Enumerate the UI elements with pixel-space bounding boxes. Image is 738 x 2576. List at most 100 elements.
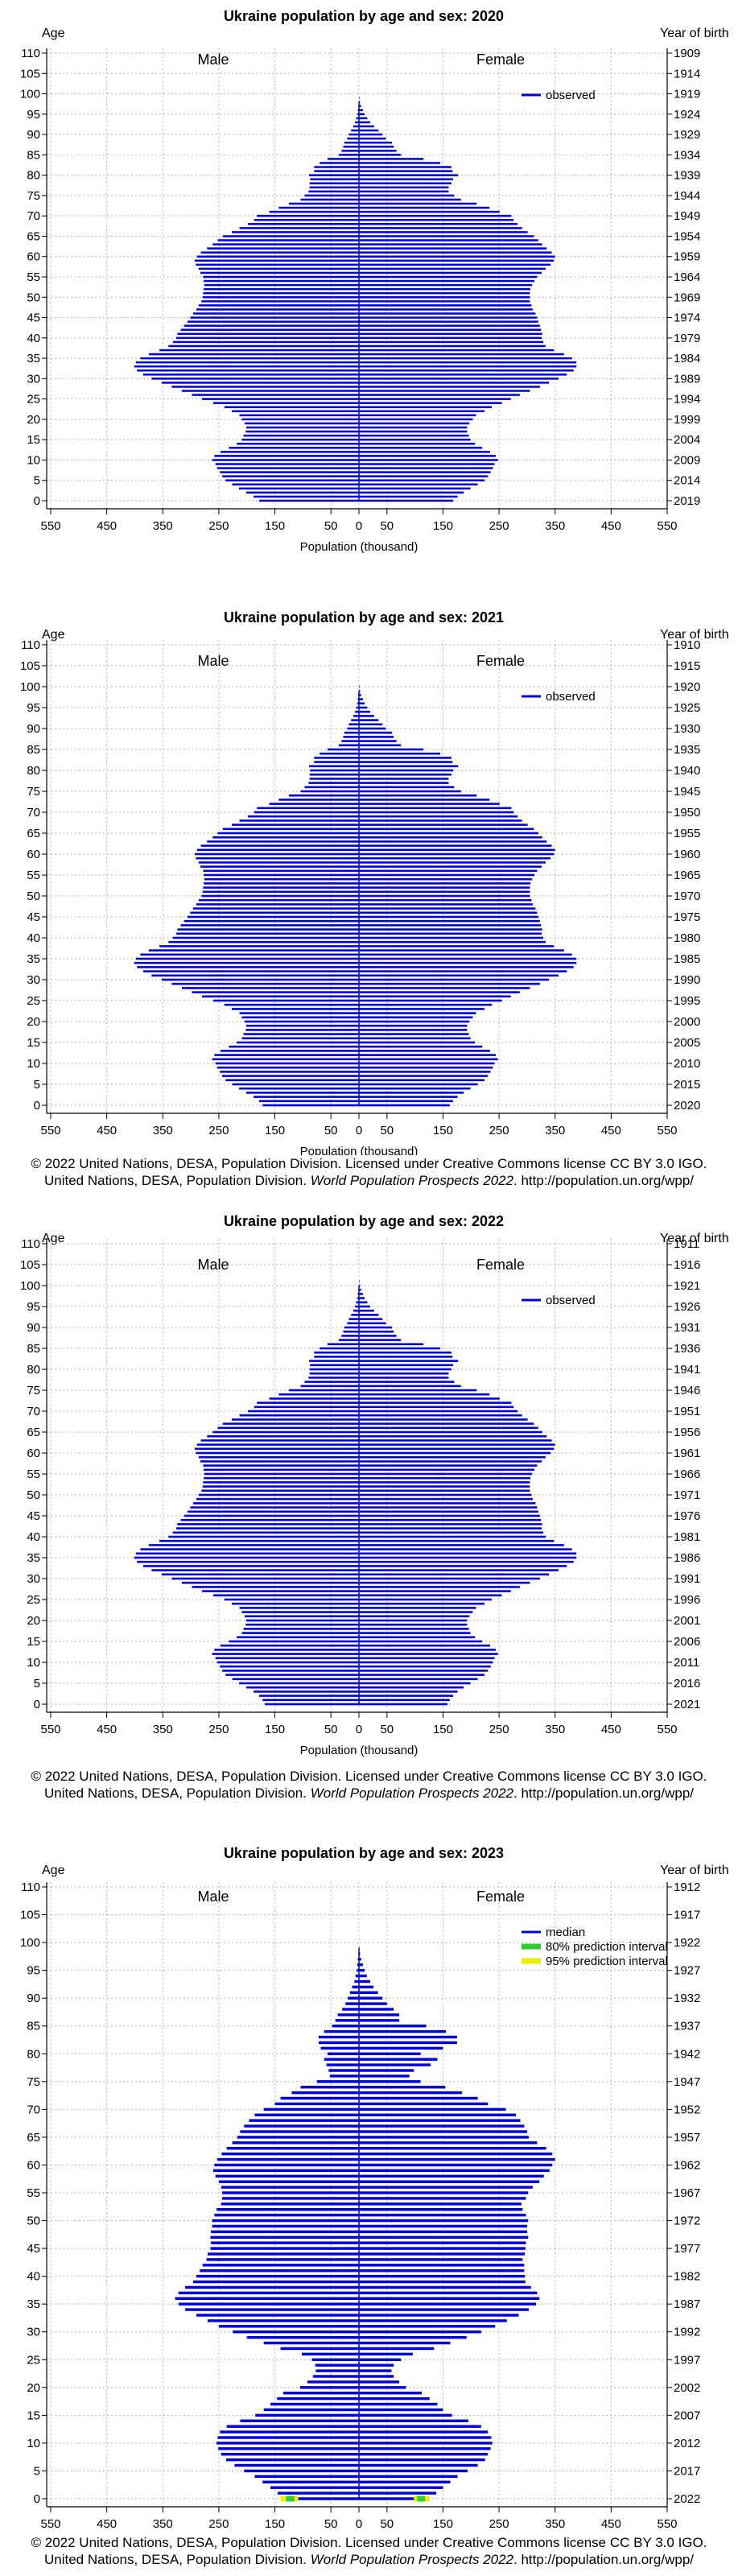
bar-male bbox=[217, 1426, 359, 1430]
birth-year-tick-label: 1985 bbox=[674, 952, 700, 966]
male-label: Male bbox=[197, 52, 229, 68]
bar-male bbox=[190, 316, 359, 319]
bar-male bbox=[246, 1619, 359, 1622]
bar-male bbox=[248, 815, 359, 818]
bar-male bbox=[187, 915, 359, 919]
bar-male bbox=[310, 178, 359, 180]
bar-female bbox=[359, 978, 550, 981]
bar-male bbox=[183, 324, 359, 327]
bar-female bbox=[359, 402, 502, 404]
bar-female bbox=[359, 2458, 485, 2462]
bar-male bbox=[357, 1963, 359, 1967]
bar-male bbox=[239, 1607, 359, 1609]
bar-female bbox=[359, 158, 424, 160]
age-tick-label: 20 bbox=[27, 413, 40, 427]
bar-female bbox=[359, 259, 555, 262]
bar-male bbox=[280, 2347, 359, 2351]
bar-male bbox=[135, 957, 359, 960]
age-tick-label: 35 bbox=[27, 2297, 40, 2311]
age-tick-label: 40 bbox=[27, 2270, 40, 2284]
credit-source-line: United Nations, DESA, Population Divisio… bbox=[0, 1172, 738, 1189]
bar-female bbox=[359, 459, 498, 461]
bar-female bbox=[359, 1447, 555, 1451]
bar-female bbox=[359, 2392, 422, 2395]
bar-female bbox=[359, 865, 542, 868]
bar-female bbox=[359, 1335, 397, 1337]
age-tick-label: 110 bbox=[21, 1237, 40, 1251]
bar-female bbox=[359, 794, 477, 797]
bar-male bbox=[203, 1464, 359, 1467]
bar-male bbox=[190, 911, 359, 914]
bar-female bbox=[359, 223, 518, 225]
bar-male bbox=[239, 1414, 359, 1417]
bar-male bbox=[241, 1037, 359, 1040]
pyramid-svg: Ukraine population by age and sex: 2022 A… bbox=[20, 1213, 729, 1757]
bar-female bbox=[359, 1381, 455, 1383]
bar-female bbox=[359, 894, 530, 898]
bar-male bbox=[269, 210, 359, 213]
bar-male bbox=[212, 1594, 359, 1597]
bar-female bbox=[359, 154, 402, 156]
bar-male bbox=[175, 1527, 359, 1530]
credit-notice: © 2022 United Nations, DESA, Population … bbox=[0, 1155, 738, 1189]
bar-female bbox=[359, 336, 542, 340]
bar-female bbox=[359, 2380, 400, 2384]
bar-male bbox=[357, 1297, 359, 1299]
bar-female bbox=[359, 710, 370, 713]
bar-female bbox=[359, 924, 542, 927]
bar-male bbox=[254, 1096, 359, 1098]
bar-male bbox=[220, 1665, 359, 1668]
bar-male bbox=[320, 1347, 359, 1350]
bar-female bbox=[359, 778, 449, 780]
bar-male bbox=[202, 398, 359, 400]
bar-male bbox=[172, 1531, 359, 1534]
x-tick-label: 150 bbox=[265, 2517, 285, 2531]
birth-year-tick-label: 1992 bbox=[674, 2326, 700, 2339]
bar-female bbox=[359, 271, 542, 275]
bar-male bbox=[194, 1447, 359, 1451]
bar-female bbox=[359, 1360, 459, 1362]
bar-male bbox=[215, 1062, 359, 1065]
credit-source-url: . http://population.un.org/wpp/ bbox=[513, 2552, 695, 2567]
bar-female bbox=[359, 2430, 489, 2434]
age-tick-label: 85 bbox=[27, 743, 40, 757]
bar-female bbox=[359, 394, 520, 396]
birth-year-tick-label: 1934 bbox=[674, 148, 700, 162]
bar-female bbox=[359, 1435, 547, 1438]
bar-female bbox=[359, 961, 577, 964]
birth-year-tick-label: 1997 bbox=[674, 2353, 700, 2367]
age-tick-label: 0 bbox=[34, 494, 40, 508]
age-tick-label: 110 bbox=[21, 1880, 40, 1894]
bar-female bbox=[359, 332, 542, 336]
x-tick-label: 250 bbox=[489, 519, 509, 533]
legend-entry: observed bbox=[546, 89, 596, 102]
bar-female bbox=[359, 848, 555, 852]
bar-male bbox=[194, 259, 359, 262]
bar-female bbox=[359, 2369, 392, 2372]
bar-male bbox=[198, 861, 359, 864]
birth-year-tick-label: 1922 bbox=[674, 1936, 700, 1950]
bar-male bbox=[259, 499, 359, 502]
bar-male bbox=[304, 786, 359, 789]
bar-male bbox=[254, 1406, 359, 1409]
bar-male bbox=[310, 1364, 359, 1367]
bar-female bbox=[359, 869, 538, 873]
bar-male bbox=[314, 170, 359, 172]
age-tick-label: 80 bbox=[27, 1363, 40, 1377]
bar-female bbox=[359, 117, 368, 120]
bar-female bbox=[359, 857, 551, 860]
bar-female bbox=[359, 2335, 467, 2339]
bar-male bbox=[309, 182, 359, 185]
bar-female bbox=[359, 1682, 471, 1685]
bar-male bbox=[356, 1301, 359, 1304]
bar-male bbox=[246, 1092, 359, 1094]
bar-female bbox=[359, 2436, 492, 2439]
bar-male bbox=[142, 1565, 359, 1567]
bar-male bbox=[239, 1012, 359, 1014]
age-tick-label: 45 bbox=[27, 910, 40, 924]
bar-male bbox=[262, 1104, 359, 1107]
birth-year-tick-label: 1912 bbox=[674, 1880, 700, 1894]
bar-female bbox=[359, 483, 478, 486]
bar-male bbox=[254, 218, 359, 221]
